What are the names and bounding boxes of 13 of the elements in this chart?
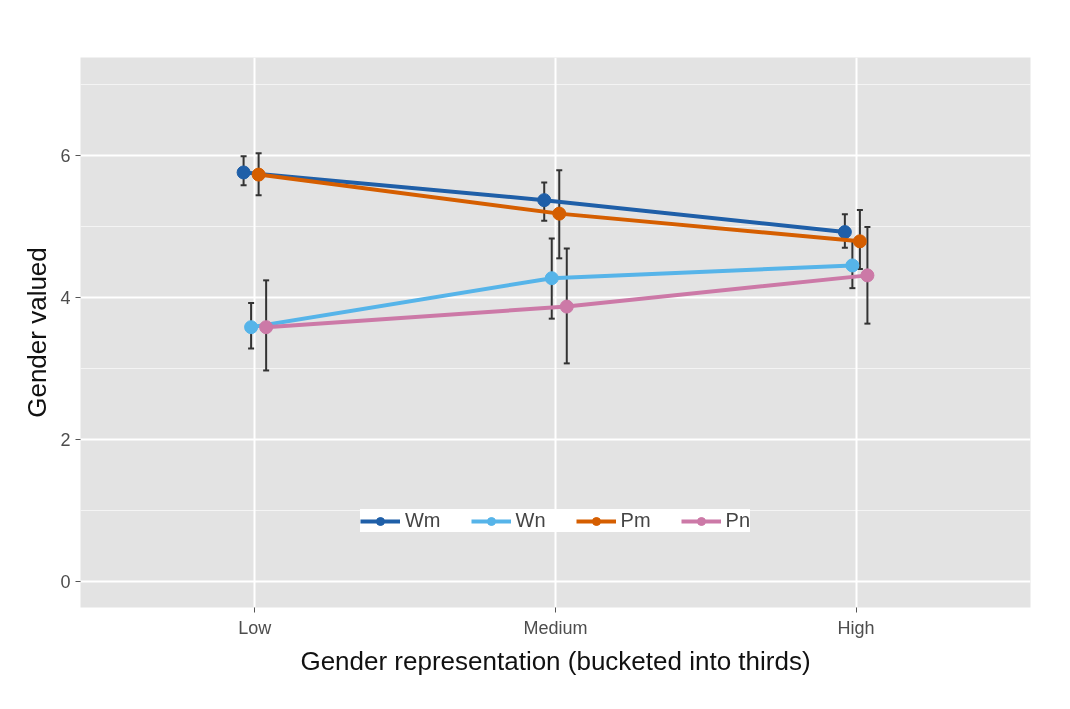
y-tick-label: 4 <box>60 287 71 308</box>
legend-label: Wn <box>515 509 546 532</box>
x-tick-label: High <box>837 617 875 638</box>
legend-label: Wm <box>404 509 441 532</box>
x-axis-title: Gender representation (bucketed into thirds) <box>300 645 811 676</box>
x-tick-label: Low <box>238 617 273 638</box>
y-tick-label: 2 <box>60 429 71 450</box>
y-axis-title: Gender valued <box>22 247 53 418</box>
x-tick-label: Medium <box>523 617 588 638</box>
y-tick-label: 6 <box>60 145 71 166</box>
legend-label: Pm <box>620 509 651 532</box>
y-tick-label: 0 <box>60 571 71 592</box>
legend-label: Pn <box>725 509 751 532</box>
